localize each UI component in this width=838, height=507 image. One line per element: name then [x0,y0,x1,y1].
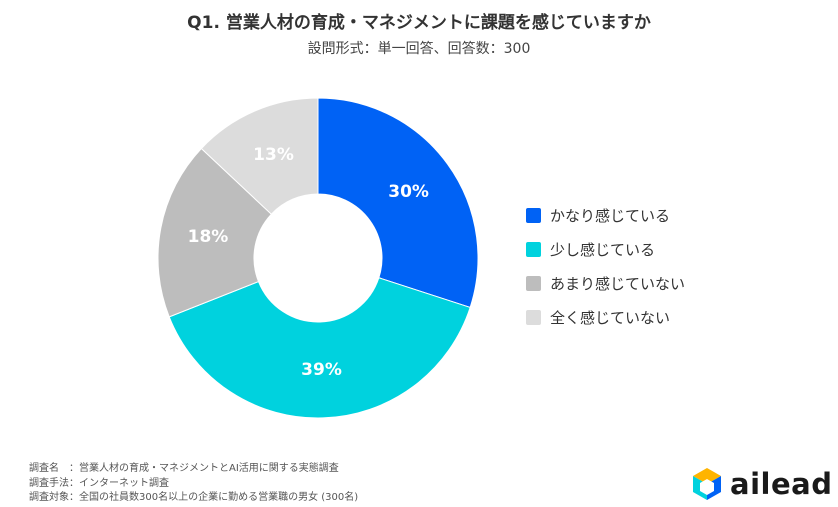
chart-legend: かなり感じている 少し感じているあまり感じていない 全く感じていない [526,198,685,334]
legend-item-4: 全く感じていない [526,300,685,334]
footnote-survey-name: 調査名 ：営業人材の育成・マネジメントとAI活用に関する実態調査 [29,463,339,474]
survey-footnotes: 調査名 ：営業人材の育成・マネジメントとAI活用に関する実態調査 調査手法：イン… [29,462,358,506]
legend-item-1: かなり感じている [526,198,685,232]
chart-subtitle: 設問形式：単一回答、回答数：300 [307,41,531,57]
logo-text: ailead [730,467,833,501]
ailead-logo: ailead [690,466,832,502]
legend-swatch-3 [526,275,541,291]
legend-swatch-4 [526,309,541,325]
donut-slice-2 [168,277,471,419]
legend-label-3: あまり感じていない [550,274,686,293]
chart-title: Q1. 営業人材の育成・マネジメントに課題を感じていますか [187,13,651,33]
slice-label-1: 30% [388,182,429,202]
legend-swatch-1 [526,207,541,223]
legend-swatch-2 [526,241,541,257]
legend-item-3: あまり感じていない [526,266,685,300]
slice-label-2: 39% [301,360,342,380]
legend-label-1: かなり感じている [550,206,671,225]
footnote-survey-target: 調査対象：全国の社員数300名以上の企業に勤める営業職の男女 (300名) [29,492,359,503]
slice-label-3: 18% [188,227,229,247]
legend-label-4: 全く感じていない [550,308,671,327]
footnote-survey-method: 調査手法：インターネット調査 [29,477,169,489]
legend-item-2: 少し感じている [526,232,685,266]
legend-label-2: 少し感じている [550,240,656,259]
donut-slice-3 [157,147,273,318]
slice-label-4: 13% [253,145,294,165]
hexagon-cube-icon [693,468,721,500]
donut-slice-4 [200,97,319,215]
donut-slice-1 [317,97,479,309]
